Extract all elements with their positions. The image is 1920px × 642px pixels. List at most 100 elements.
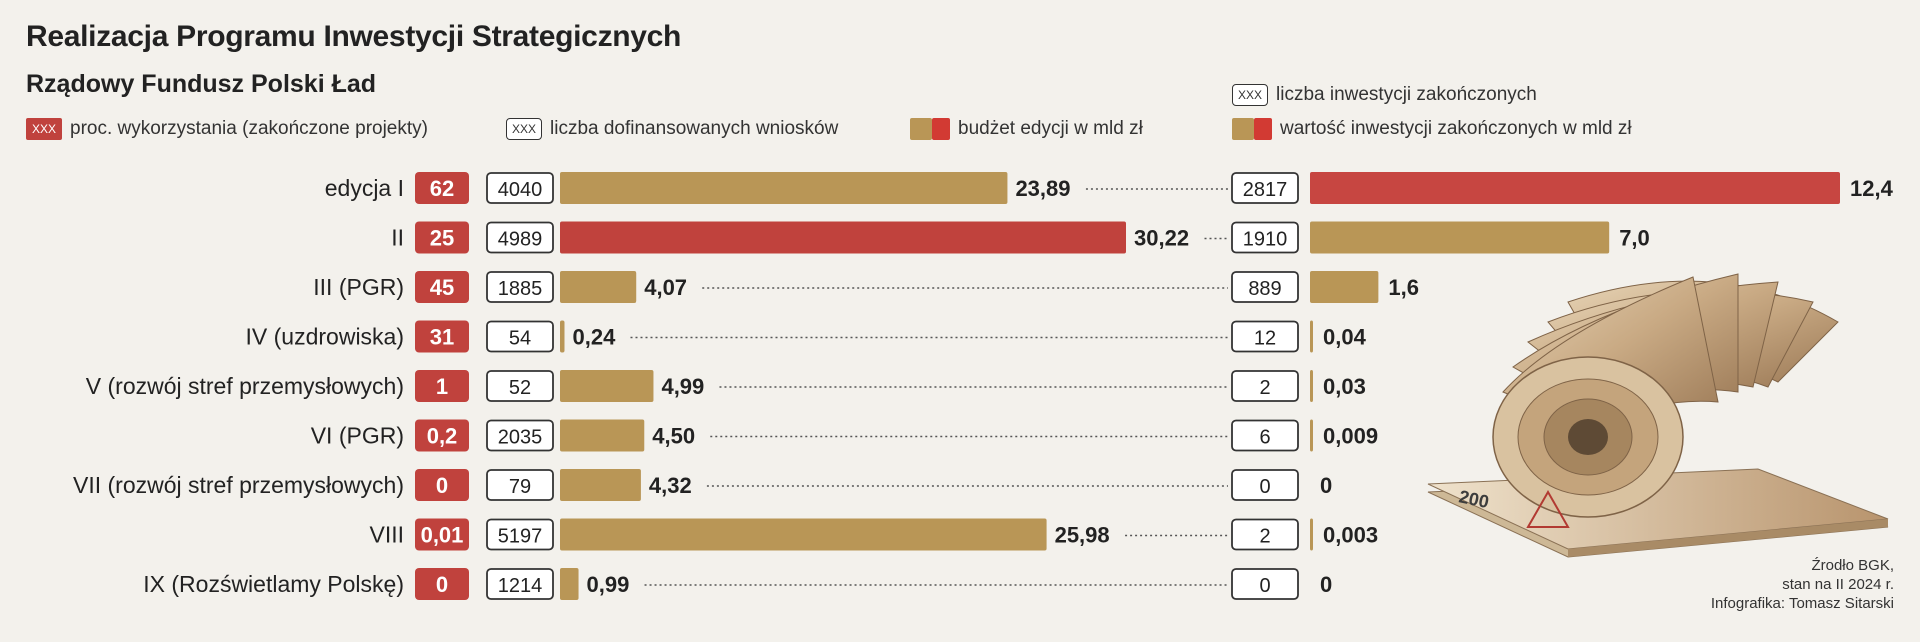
completed-count-box (1231, 172, 1299, 204)
completed-value-bar (1310, 370, 1313, 402)
legend-pct: XXX proc. wykorzystania (zakończone proj… (26, 118, 428, 140)
legend-completed-red-swatch (1254, 118, 1272, 140)
category-label: IX (Rozświetlamy Polskę) (143, 571, 404, 597)
applications-value: 4040 (498, 179, 543, 201)
legend-applications-badge: XXX (506, 118, 542, 140)
category-label: III (PGR) (313, 274, 404, 300)
chart-title: Realizacja Programu Inwestycji Strategic… (26, 20, 682, 53)
applications-value: 52 (509, 377, 531, 399)
applications-box (486, 419, 554, 452)
budget-label: 4,50 (652, 424, 695, 449)
completed-value-label: 7,0 (1619, 226, 1650, 251)
completed-count-box (1231, 469, 1299, 501)
legend-budget-red-swatch (932, 118, 950, 140)
budget-bar (560, 568, 579, 600)
pct-badge (415, 320, 469, 353)
pct-value: 0,2 (427, 424, 458, 449)
category-label: II (391, 225, 404, 251)
budget-label: 0,99 (587, 572, 630, 597)
pct-badge (415, 419, 469, 452)
source-line-1: Źrodło BGK, (1811, 557, 1894, 574)
completed-count-value: 2 (1259, 526, 1270, 548)
completed-count-value: 2 (1259, 377, 1270, 399)
category-label: V (rozwój stref przemysłowych) (86, 373, 404, 399)
budget-bar (560, 172, 1008, 204)
completed-count-box (1231, 419, 1299, 452)
completed-count-value: 12 (1254, 328, 1276, 350)
legend-pct-label: proc. wykorzystania (zakończone projekty… (70, 118, 428, 139)
pct-value: 25 (430, 226, 454, 251)
applications-box (486, 172, 554, 204)
category-label: VIII (369, 522, 404, 548)
budget-label: 4,32 (649, 473, 692, 498)
completed-count-box (1231, 518, 1299, 551)
applications-value: 1214 (498, 575, 543, 597)
budget-bar (560, 221, 1126, 254)
pct-badge (415, 172, 469, 204)
budget-bar (560, 469, 641, 501)
completed-count-value: 2817 (1243, 179, 1288, 201)
legend-pct-badge: XXX (26, 118, 62, 140)
source-note: Źrodło BGK, stan na II 2024 r. Infografi… (1711, 556, 1894, 613)
pct-badge (415, 221, 469, 254)
source-line-3: Infografika: Tomasz Sitarski (1710, 595, 1894, 612)
applications-box (486, 320, 554, 353)
completed-value-bar (1310, 221, 1610, 254)
legend-completed-gold-swatch (1232, 118, 1254, 140)
completed-count-box (1231, 320, 1299, 353)
legend-completed-badge: XXX (1232, 84, 1268, 106)
pct-badge (415, 568, 469, 600)
category-label: IV (uzdrowiska) (246, 324, 404, 350)
completed-value-label: 0,003 (1323, 523, 1378, 548)
completed-count-value: 6 (1259, 427, 1270, 449)
legend-budget-label: budżet edycji w mld zł (958, 118, 1143, 139)
completed-value-bar (1310, 419, 1313, 452)
budget-label: 23,89 (1015, 176, 1070, 201)
pct-value: 0 (436, 473, 448, 498)
completed-value-label: 0,009 (1323, 424, 1378, 449)
applications-value: 54 (509, 328, 531, 350)
budget-bar (560, 518, 1047, 551)
budget-label: 30,22 (1134, 226, 1189, 251)
applications-value: 5197 (498, 526, 543, 548)
completed-value-label: 0,03 (1323, 374, 1366, 399)
category-label: VI (PGR) (311, 423, 404, 449)
pct-value: 0,01 (421, 523, 464, 548)
legend-completed-value-label: wartość inwestycji zakończonych w mld zł (1280, 118, 1632, 139)
legend-applications: XXX liczba dofinansowanych wniosków (506, 118, 838, 140)
chart-subtitle: Rządowy Fundusz Polski Ład (26, 70, 377, 98)
pct-badge (415, 518, 469, 551)
pct-value: 1 (436, 374, 448, 399)
completed-count-box (1231, 370, 1299, 402)
completed-count-box (1231, 221, 1299, 254)
completed-count-value: 0 (1259, 575, 1270, 597)
applications-box (486, 271, 554, 303)
completed-value-bar (1310, 518, 1313, 551)
applications-value: 79 (509, 476, 531, 498)
completed-value-label: 0 (1320, 473, 1332, 498)
completed-count-value: 0 (1259, 476, 1270, 498)
pct-value: 62 (430, 176, 454, 201)
applications-box (486, 221, 554, 254)
applications-box (486, 518, 554, 551)
completed-value-label: 1,6 (1388, 275, 1419, 300)
applications-box (486, 568, 554, 600)
budget-label: 4,99 (661, 374, 704, 399)
completed-count-value: 889 (1248, 278, 1281, 300)
legend-completed-count: XXX liczba inwestycji zakończonych (1232, 84, 1537, 106)
pct-badge (415, 469, 469, 501)
completed-count-value: 1910 (1243, 229, 1288, 251)
completed-value-label: 12,4 (1850, 176, 1894, 201)
category-label: edycja I (325, 175, 404, 201)
legend-budget-gold-swatch (910, 118, 932, 140)
legend-completed-label: liczba inwestycji zakończonych (1276, 84, 1537, 105)
completed-value-bar (1310, 320, 1313, 353)
budget-bar (560, 419, 645, 452)
budget-label: 25,98 (1055, 523, 1110, 548)
completed-count-box (1231, 568, 1299, 600)
budget-bar (560, 320, 565, 353)
applications-value: 2035 (498, 427, 543, 449)
pct-badge (415, 370, 469, 402)
completed-count-box (1231, 271, 1299, 303)
budget-bar (560, 370, 654, 402)
